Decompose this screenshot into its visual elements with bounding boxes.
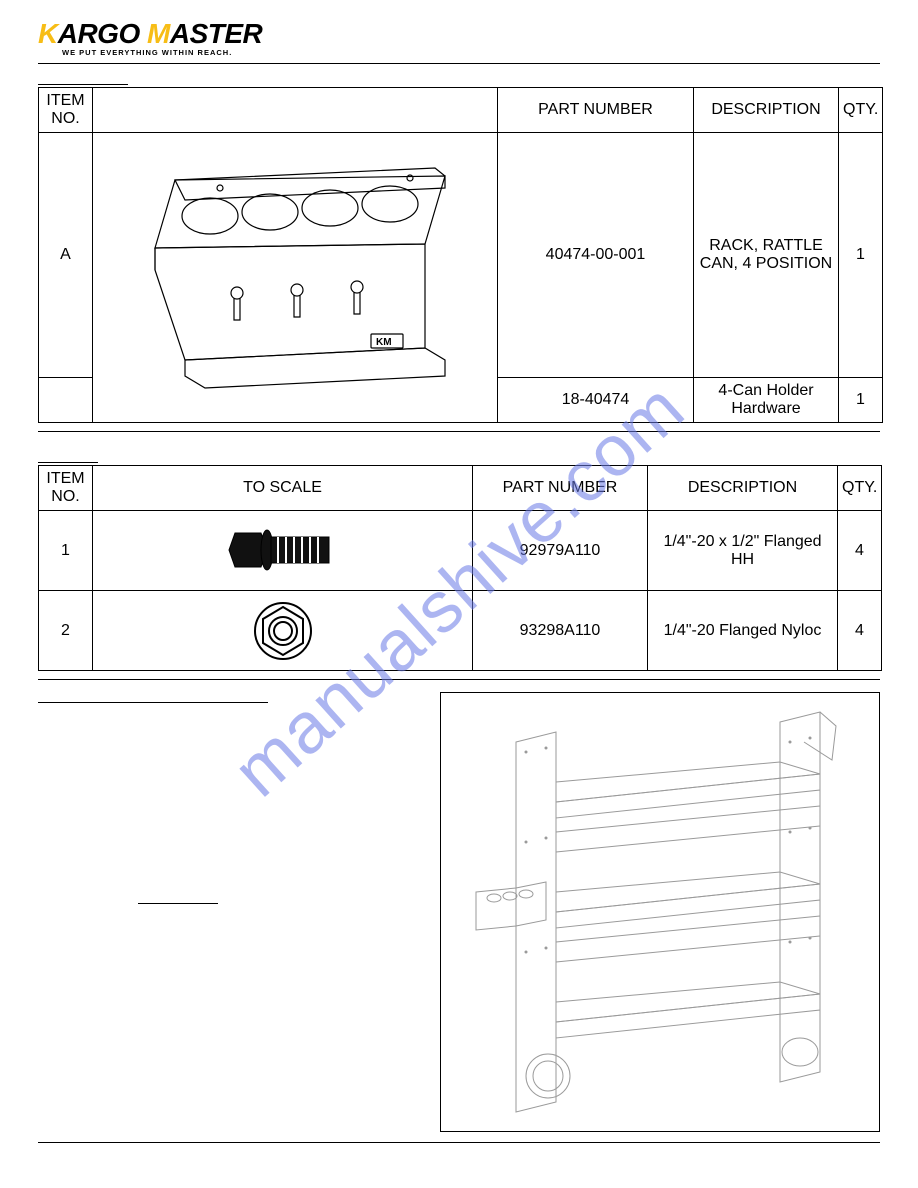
cell-desc: 1/4"-20 x 1/2" Flanged HH	[648, 511, 838, 591]
col-header-qty: QTY.	[838, 466, 882, 511]
brand-tagline: WE PUT EVERYTHING WITHIN REACH.	[62, 48, 880, 57]
divider	[38, 63, 880, 64]
table-header-row: ITEM NO. TO SCALE PART NUMBER DESCRIPTIO…	[39, 466, 882, 511]
col-header-image	[93, 88, 498, 133]
col-header-desc: DESCRIPTION	[648, 466, 838, 511]
logo-letter: K	[38, 18, 58, 49]
shelf-assembly-illustration	[460, 702, 860, 1122]
col-header-qty: QTY.	[839, 88, 883, 133]
bolt-icon	[223, 523, 343, 578]
cell-item	[39, 378, 93, 423]
col-header-desc: DESCRIPTION	[694, 88, 839, 133]
nut-icon	[248, 600, 318, 662]
col-header-item: ITEM NO.	[39, 88, 93, 133]
section-underline	[38, 462, 98, 463]
section-underline	[38, 84, 128, 85]
section-underline	[138, 903, 218, 904]
assembly-illustration-frame	[440, 692, 880, 1132]
cell-illustration	[93, 591, 473, 671]
col-header-partno: PART NUMBER	[473, 466, 648, 511]
km-badge: KM	[376, 337, 392, 348]
cell-item: 2	[39, 591, 93, 671]
parts-table-1: ITEM NO. PART NUMBER DESCRIPTION QTY. A	[38, 87, 883, 423]
rack-illustration: KM	[115, 148, 475, 408]
cell-desc: 4-Can Holder Hardware	[694, 378, 839, 423]
col-header-scale: TO SCALE	[93, 466, 473, 511]
cell-qty: 1	[839, 133, 883, 378]
col-header-partno: PART NUMBER	[498, 88, 694, 133]
divider	[38, 1142, 880, 1143]
section-underline	[38, 702, 268, 703]
cell-qty: 4	[838, 591, 882, 671]
cell-desc: RACK, RATTLE CAN, 4 POSITION	[694, 133, 839, 378]
table-row: 2 93298A110 1/4"-20 Flanged Nyloc 4	[39, 591, 882, 671]
col-header-item: ITEM NO.	[39, 466, 93, 511]
cell-illustration	[93, 511, 473, 591]
cell-partno: 40474-00-001	[498, 133, 694, 378]
logo-letter: M	[147, 18, 170, 49]
table-row: A	[39, 133, 883, 378]
cell-partno: 92979A110	[473, 511, 648, 591]
cell-partno: 18-40474	[498, 378, 694, 423]
logo-word: ASTER	[170, 18, 262, 49]
brand-name: KARGO MASTER	[38, 18, 880, 50]
brand-logo: KARGO MASTER WE PUT EVERYTHING WITHIN RE…	[38, 18, 880, 57]
table-row: 1 92979A110 1/4"-20 x 1/2	[39, 511, 882, 591]
cell-illustration: KM	[93, 133, 498, 423]
cell-qty: 1	[839, 378, 883, 423]
bottom-left-panel	[38, 692, 428, 1132]
cell-partno: 93298A110	[473, 591, 648, 671]
divider	[38, 679, 880, 680]
bottom-section	[38, 692, 880, 1132]
cell-item: 1	[39, 511, 93, 591]
divider	[38, 431, 880, 432]
cell-desc: 1/4"-20 Flanged Nyloc	[648, 591, 838, 671]
cell-item: A	[39, 133, 93, 378]
hardware-table: ITEM NO. TO SCALE PART NUMBER DESCRIPTIO…	[38, 465, 882, 671]
cell-qty: 4	[838, 511, 882, 591]
table-header-row: ITEM NO. PART NUMBER DESCRIPTION QTY.	[39, 88, 883, 133]
logo-word: ARGO	[58, 18, 140, 49]
